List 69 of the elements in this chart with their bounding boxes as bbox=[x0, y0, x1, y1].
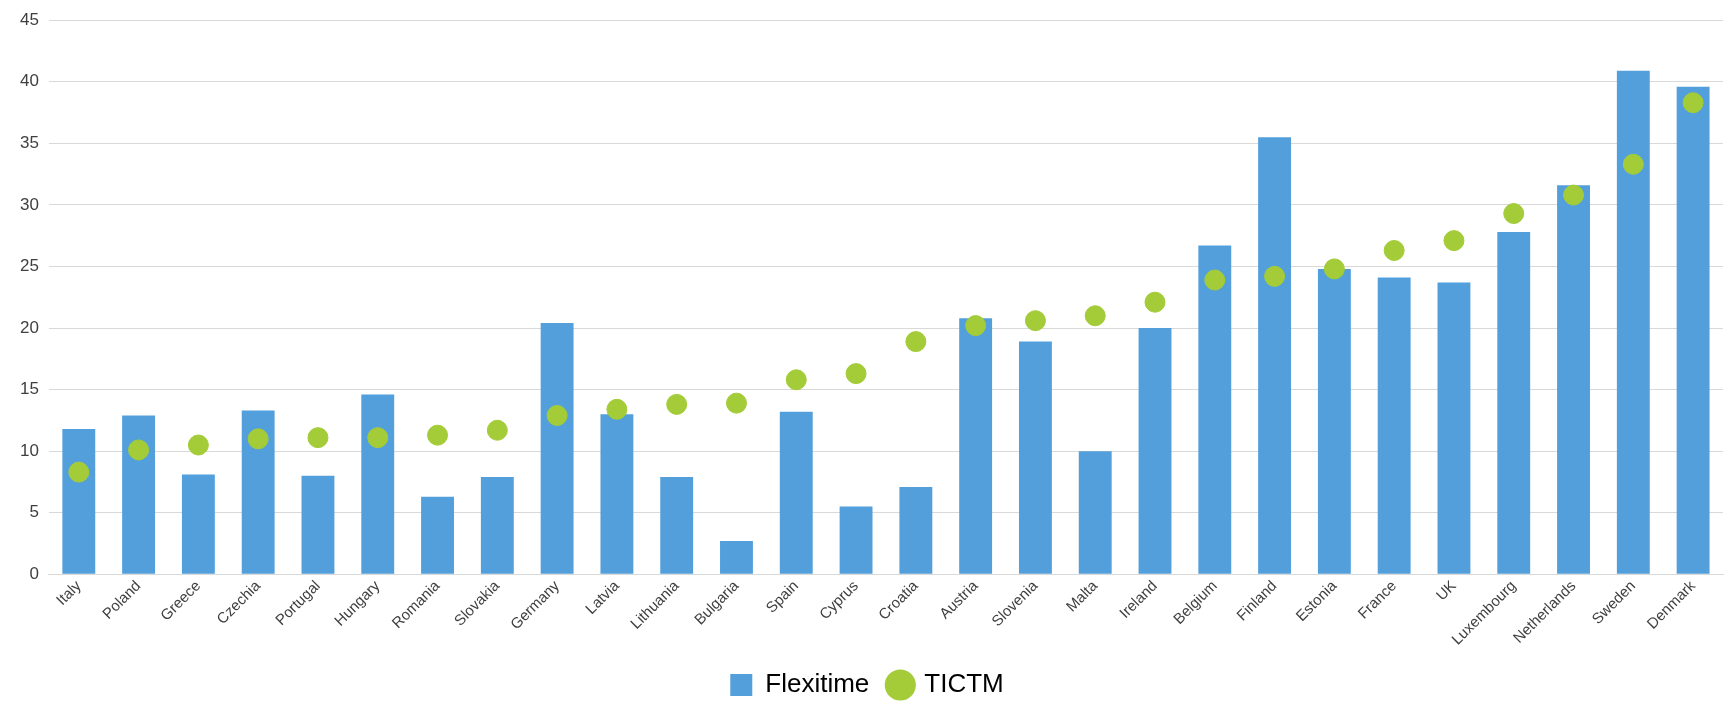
point bbox=[1024, 310, 1046, 332]
point bbox=[1622, 153, 1644, 175]
bar bbox=[122, 415, 156, 574]
point bbox=[546, 404, 568, 426]
point bbox=[1084, 305, 1106, 327]
point bbox=[1443, 230, 1465, 252]
bar bbox=[1497, 231, 1531, 574]
bar bbox=[779, 411, 813, 574]
point bbox=[1563, 184, 1585, 206]
bar bbox=[720, 541, 753, 574]
point bbox=[606, 398, 628, 420]
point bbox=[905, 331, 927, 353]
bar bbox=[839, 506, 873, 574]
x-tick-label: Italy bbox=[52, 576, 85, 609]
y-tick-label: 20 bbox=[19, 317, 39, 337]
point bbox=[1682, 92, 1704, 114]
y-tick-label: 10 bbox=[19, 440, 39, 460]
bar bbox=[181, 474, 215, 574]
legend-label: Flexitime bbox=[765, 668, 870, 699]
y-tick-label: 15 bbox=[19, 379, 39, 399]
bar bbox=[480, 477, 514, 574]
point bbox=[725, 392, 747, 414]
bar bbox=[959, 318, 993, 574]
point bbox=[307, 427, 329, 449]
bar bbox=[62, 429, 96, 574]
point bbox=[1503, 203, 1525, 225]
y-tick-label: 35 bbox=[19, 133, 39, 153]
bar bbox=[600, 414, 634, 574]
bar bbox=[1437, 282, 1471, 574]
point bbox=[1204, 269, 1226, 291]
y-tick-label: 40 bbox=[19, 71, 39, 91]
bar bbox=[660, 477, 694, 574]
point bbox=[367, 427, 389, 449]
bar bbox=[1557, 185, 1590, 574]
bar bbox=[241, 410, 275, 574]
point bbox=[187, 434, 209, 456]
bar bbox=[1377, 277, 1411, 574]
bar bbox=[1676, 86, 1710, 574]
point bbox=[1264, 265, 1286, 287]
bar bbox=[540, 323, 574, 574]
bar bbox=[899, 486, 933, 574]
y-tick-label: 25 bbox=[19, 256, 39, 276]
point bbox=[427, 424, 449, 446]
bar bbox=[1198, 245, 1232, 574]
point bbox=[247, 428, 269, 450]
bar bbox=[1138, 328, 1172, 574]
point bbox=[785, 369, 807, 391]
y-tick-label: 45 bbox=[19, 9, 39, 29]
bar bbox=[421, 496, 454, 574]
point bbox=[845, 363, 867, 385]
bar bbox=[1317, 268, 1351, 574]
bar bbox=[1616, 70, 1650, 574]
point bbox=[1383, 239, 1405, 261]
point bbox=[965, 315, 987, 337]
bar bbox=[1258, 137, 1292, 574]
bar bbox=[1078, 451, 1112, 574]
y-tick-label: 0 bbox=[29, 564, 39, 583]
point bbox=[68, 461, 90, 483]
point bbox=[1323, 258, 1345, 280]
point bbox=[486, 419, 508, 441]
point bbox=[666, 393, 688, 415]
bar bbox=[301, 475, 335, 574]
y-tick-label: 30 bbox=[19, 194, 39, 214]
bar bbox=[361, 394, 395, 574]
legend-label: TICTM bbox=[924, 668, 1004, 699]
point bbox=[128, 439, 150, 461]
point bbox=[1144, 291, 1166, 313]
y-tick-label: 5 bbox=[29, 502, 39, 522]
bar bbox=[1018, 341, 1052, 574]
